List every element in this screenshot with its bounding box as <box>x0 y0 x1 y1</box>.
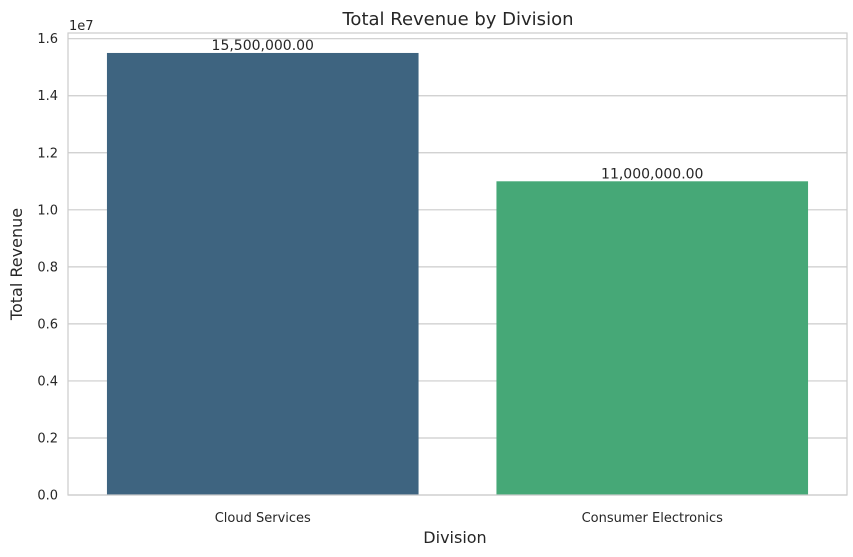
data-labels: 15,500,000.00 11,000,000.00 <box>212 38 704 182</box>
x-axis-ticks: Cloud Services Consumer Electronics <box>215 511 723 526</box>
data-label: 11,000,000.00 <box>601 166 703 182</box>
y-tick-label: 0.6 <box>37 317 58 332</box>
y-axis-offset-label: 1e7 <box>69 19 94 34</box>
y-tick-label: 1.6 <box>37 32 58 47</box>
y-tick-label: 1.0 <box>37 203 58 218</box>
x-axis-label: Division <box>423 528 486 547</box>
data-label: 15,500,000.00 <box>212 38 314 54</box>
plot-frame <box>67 32 848 496</box>
y-tick-label: 0.2 <box>37 431 58 446</box>
y-tick-label: 1.2 <box>37 146 58 161</box>
y-tick-label: 1.4 <box>37 89 58 104</box>
y-axis-ticks: 0.0 0.2 0.4 0.6 0.8 1.0 1.2 1.4 1.6 <box>37 32 58 503</box>
x-tick-label: Consumer Electronics <box>582 511 724 526</box>
y-axis-label: Total Revenue <box>7 208 26 321</box>
y-tick-label: 0.4 <box>37 374 58 389</box>
y-tick-label: 0.0 <box>37 489 58 504</box>
y-tick-label: 0.8 <box>37 260 58 275</box>
bar <box>496 181 809 495</box>
chart-title: Total Revenue by Division <box>342 9 574 30</box>
bar <box>106 52 419 496</box>
bars <box>106 52 809 496</box>
x-tick-label: Cloud Services <box>215 511 311 526</box>
